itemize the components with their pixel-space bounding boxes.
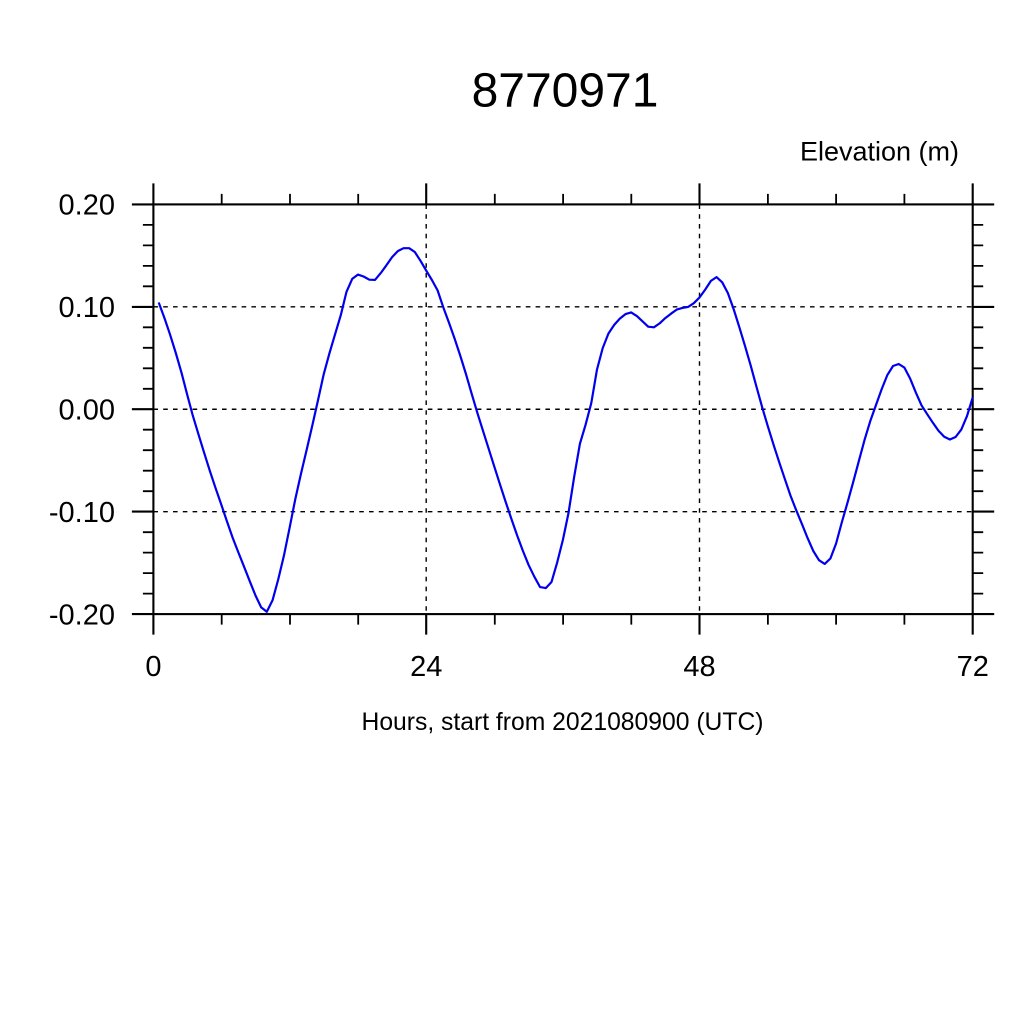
svg-text:0.10: 0.10 <box>59 292 115 324</box>
svg-text:-0.10: -0.10 <box>49 497 115 529</box>
svg-text:0: 0 <box>145 651 161 683</box>
svg-text:-0.20: -0.20 <box>49 599 115 631</box>
svg-text:0.20: 0.20 <box>59 190 115 222</box>
svg-text:Elevation (m): Elevation (m) <box>800 136 959 166</box>
svg-text:24: 24 <box>410 651 442 683</box>
svg-text:Hours, start from 2021080900 (: Hours, start from 2021080900 (UTC) <box>361 709 763 736</box>
svg-text:0.00: 0.00 <box>59 394 115 426</box>
svg-text:48: 48 <box>683 651 715 683</box>
svg-text:8770971: 8770971 <box>472 65 659 118</box>
svg-text:72: 72 <box>957 651 989 683</box>
